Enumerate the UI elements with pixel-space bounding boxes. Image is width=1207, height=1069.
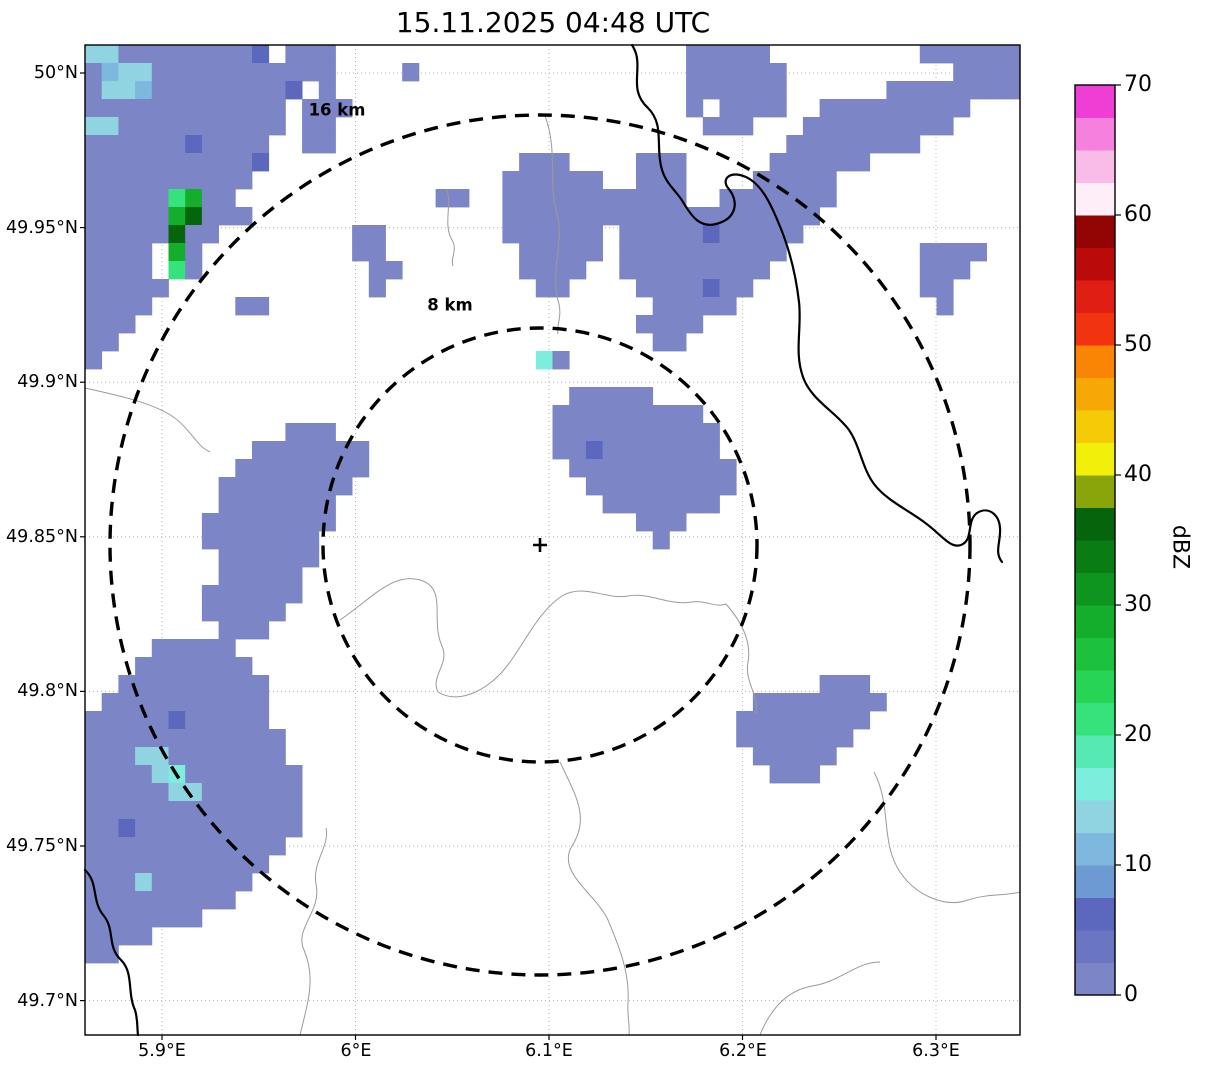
range-ring-16km-label: 16 km	[308, 100, 366, 120]
lat-tick-label: 49.75°N	[6, 836, 78, 856]
radar-echo-cells	[85, 45, 1021, 964]
axes-frame	[80, 44, 1021, 1040]
lon-tick-label: 6.1°E	[525, 1041, 573, 1061]
lat-tick-label: 50°N	[33, 63, 78, 83]
range-ring-8km	[321, 326, 759, 764]
lat-tick-label: 49.8°N	[17, 681, 78, 701]
lon-tick-label: 6.3°E	[912, 1041, 960, 1061]
colorbar-tick-label: 10	[1124, 852, 1152, 877]
admin-border-line	[84, 387, 211, 453]
colorbar-tick-label: 70	[1124, 72, 1152, 97]
colorbar-title: dBZ	[1167, 524, 1193, 570]
coast-border-line	[83, 868, 140, 1037]
range-ring-16km	[108, 113, 972, 977]
lat-tick-label: 49.95°N	[6, 218, 78, 238]
admin-border-line	[759, 961, 881, 1036]
colorbar-tick-label: 0	[1124, 982, 1138, 1007]
colorbar-tick-label: 50	[1124, 332, 1152, 357]
lon-tick-label: 5.9°E	[138, 1041, 186, 1061]
colorbar-tick-label: 60	[1124, 202, 1152, 227]
colorbar-tick-label: 20	[1124, 722, 1152, 747]
lat-tick-label: 49.7°N	[17, 991, 78, 1011]
lat-tick-label: 49.9°N	[17, 372, 78, 392]
lon-tick-label: 6.2°E	[719, 1041, 767, 1061]
radar-site-marker	[533, 538, 547, 552]
colorbar-tick-label: 30	[1124, 592, 1152, 617]
admin-border-line	[299, 827, 328, 1036]
admin-border-line	[873, 771, 1021, 903]
range-rings	[108, 113, 972, 977]
colorbar-tick-label: 40	[1124, 462, 1152, 487]
admin-border-line	[339, 578, 727, 698]
lon-tick-label: 6°E	[340, 1041, 372, 1061]
lat-tick-label: 49.85°N	[6, 527, 78, 547]
plot-title: 15.11.2025 04:48 UTC	[395, 6, 711, 39]
map-boundaries	[83, 43, 1021, 1037]
admin-border-line	[559, 761, 630, 1036]
admin-border-line	[544, 115, 561, 335]
river-border-line	[630, 43, 1004, 564]
admin-border-line	[446, 189, 455, 267]
range-ring-8km-label: 8 km	[427, 295, 473, 315]
colorbar	[1074, 84, 1121, 996]
admin-border-line	[725, 603, 758, 715]
